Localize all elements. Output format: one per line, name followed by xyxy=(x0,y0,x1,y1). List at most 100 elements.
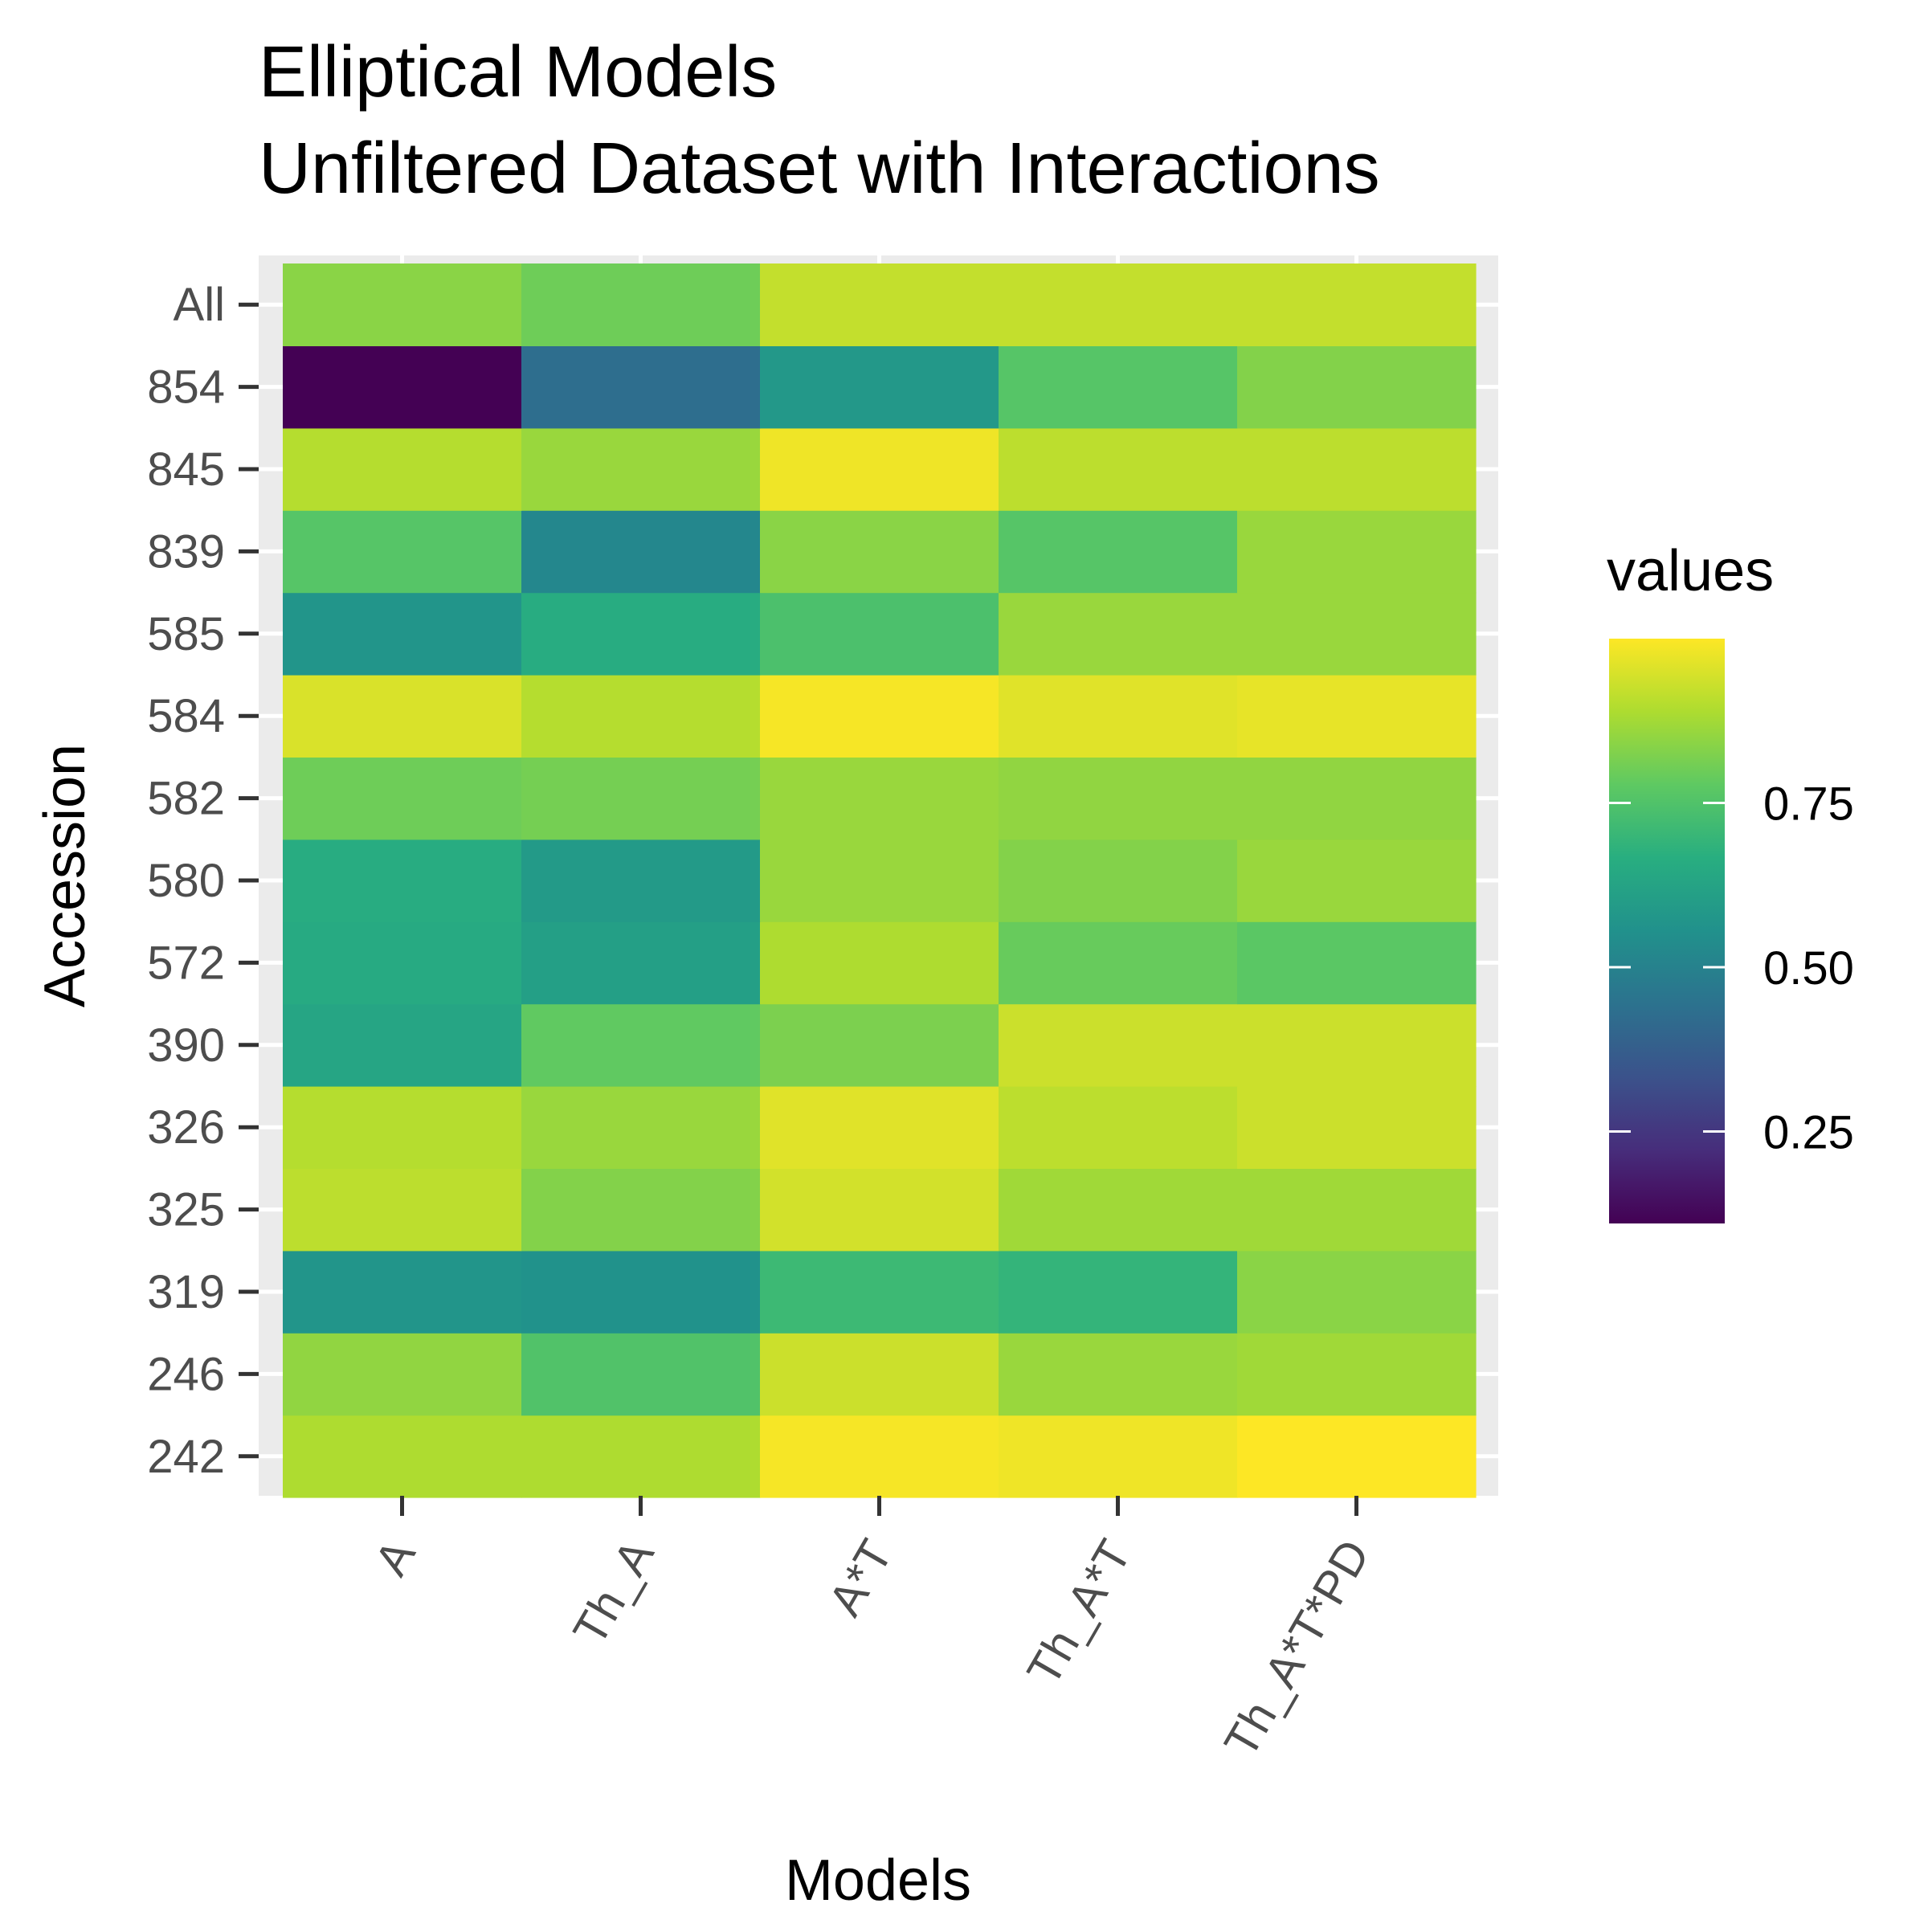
y-tick-label-390: 390 xyxy=(147,1019,225,1072)
y-tick-label-572: 572 xyxy=(147,937,225,989)
cell-242-a-t xyxy=(760,1415,999,1498)
cell-325-th-a xyxy=(521,1168,761,1252)
cell-242-th-a-t xyxy=(999,1415,1238,1498)
cell-580-th-a-t xyxy=(999,839,1238,922)
cell-585-th-a-t xyxy=(999,592,1238,676)
cell-585-a xyxy=(283,592,522,676)
cell-584-a xyxy=(283,675,522,758)
cell-584-th-a-t xyxy=(999,675,1238,758)
cell-390-th-a-t-pd xyxy=(1237,1003,1477,1087)
cell-all-a xyxy=(283,263,522,346)
cell-845-a xyxy=(283,427,522,511)
cell-325-th-a-t xyxy=(999,1168,1238,1252)
cell-585-th-a xyxy=(521,592,761,676)
y-tick-label-325: 325 xyxy=(147,1184,225,1236)
heatmap-cells xyxy=(283,263,1477,1498)
x-tick-label-th-a-t-pd: Th_A*T*PD xyxy=(1215,1531,1380,1766)
cell-580-th-a-t-pd xyxy=(1237,839,1477,922)
cell-580-th-a xyxy=(521,839,761,922)
cell-246-th-a-t-pd xyxy=(1237,1333,1477,1416)
y-tick-label-326: 326 xyxy=(147,1101,225,1154)
cell-all-a-t xyxy=(760,263,999,346)
cell-319-th-a-t xyxy=(999,1250,1238,1334)
cell-all-th-a-t-pd xyxy=(1237,263,1477,346)
cell-584-th-a-t-pd xyxy=(1237,675,1477,758)
legend-tick-label-0-75: 0.75 xyxy=(1763,778,1854,830)
cell-854-th-a xyxy=(521,345,761,429)
y-tick-label-582: 582 xyxy=(147,773,225,825)
cell-242-th-a xyxy=(521,1415,761,1498)
cell-246-a xyxy=(283,1333,522,1416)
y-axis-ticks: 242 246 319 325 326 390 572 580 582 584 585 839 845 8… xyxy=(147,279,259,1483)
chart-title-line-2: Unfiltered Dataset with Interactions xyxy=(259,129,1380,209)
cell-839-a-t xyxy=(760,510,999,594)
cell-325-a-t xyxy=(760,1168,999,1252)
y-tick-label-319: 319 xyxy=(147,1266,225,1318)
cell-390-th-a xyxy=(521,1003,761,1087)
x-tick-label-th-a-t: Th_A*T xyxy=(1017,1531,1142,1694)
y-tick-label-854: 854 xyxy=(147,361,225,414)
legend-title: values xyxy=(1607,539,1774,603)
cell-854-a-t xyxy=(760,345,999,429)
cell-580-a-t xyxy=(760,839,999,922)
cell-242-th-a-t-pd xyxy=(1237,1415,1477,1498)
cell-390-a-t xyxy=(760,1003,999,1087)
cell-839-th-a xyxy=(521,510,761,594)
cell-390-th-a-t xyxy=(999,1003,1238,1087)
y-tick-label-584: 584 xyxy=(147,690,225,742)
cell-all-th-a-t xyxy=(999,263,1238,346)
cell-572-a xyxy=(283,921,522,1005)
legend-colorbar xyxy=(1609,639,1725,1223)
x-tick-label-a-t: A*T xyxy=(819,1531,903,1624)
cell-585-a-t xyxy=(760,592,999,676)
cell-585-th-a-t-pd xyxy=(1237,592,1477,676)
cell-580-a xyxy=(283,839,522,922)
cell-242-a xyxy=(283,1415,522,1498)
cell-854-th-a-t xyxy=(999,345,1238,429)
cell-845-th-a xyxy=(521,427,761,511)
legend-ticks: 0.25 0.50 0.75 xyxy=(1609,778,1854,1158)
cell-all-th-a xyxy=(521,263,761,346)
cell-319-th-a xyxy=(521,1250,761,1334)
cell-246-th-a-t xyxy=(999,1333,1238,1416)
cell-582-a-t xyxy=(760,757,999,840)
y-tick-label-580: 580 xyxy=(147,855,225,907)
cell-584-a-t xyxy=(760,675,999,758)
cell-572-th-a xyxy=(521,921,761,1005)
legend-tick-label-0-25: 0.25 xyxy=(1763,1106,1854,1158)
y-tick-label-246: 246 xyxy=(147,1348,225,1400)
cell-845-a-t xyxy=(760,427,999,511)
cell-584-th-a xyxy=(521,675,761,758)
y-tick-label-585: 585 xyxy=(147,608,225,660)
y-tick-label-839: 839 xyxy=(147,525,225,578)
x-axis-ticks: A Th_A A*T Th_A*T Th_A*T*PD xyxy=(365,1496,1380,1766)
cell-319-a xyxy=(283,1250,522,1334)
y-axis-title: Accession xyxy=(33,744,97,1007)
cell-572-th-a-t-pd xyxy=(1237,921,1477,1005)
x-tick-label-th-a: Th_A xyxy=(563,1531,664,1654)
cell-325-a xyxy=(283,1168,522,1252)
y-tick-label-845: 845 xyxy=(147,443,225,496)
cell-854-a xyxy=(283,345,522,429)
cell-326-th-a xyxy=(521,1086,761,1169)
cell-326-a-t xyxy=(760,1086,999,1169)
cell-839-th-a-t-pd xyxy=(1237,510,1477,594)
cell-845-th-a-t xyxy=(999,427,1238,511)
cell-572-th-a-t xyxy=(999,921,1238,1005)
y-tick-label-242: 242 xyxy=(147,1431,225,1483)
cell-326-th-a-t xyxy=(999,1086,1238,1169)
x-tick-label-a: A xyxy=(365,1531,426,1584)
x-axis-title: Models xyxy=(785,1848,971,1913)
cell-582-th-a xyxy=(521,757,761,840)
cell-246-a-t xyxy=(760,1333,999,1416)
cell-319-a-t xyxy=(760,1250,999,1334)
cell-326-a xyxy=(283,1086,522,1169)
cell-582-a xyxy=(283,757,522,840)
cell-572-a-t xyxy=(760,921,999,1005)
cell-246-th-a xyxy=(521,1333,761,1416)
cell-390-a xyxy=(283,1003,522,1087)
cell-582-th-a-t xyxy=(999,757,1238,840)
cell-854-th-a-t-pd xyxy=(1237,345,1477,429)
